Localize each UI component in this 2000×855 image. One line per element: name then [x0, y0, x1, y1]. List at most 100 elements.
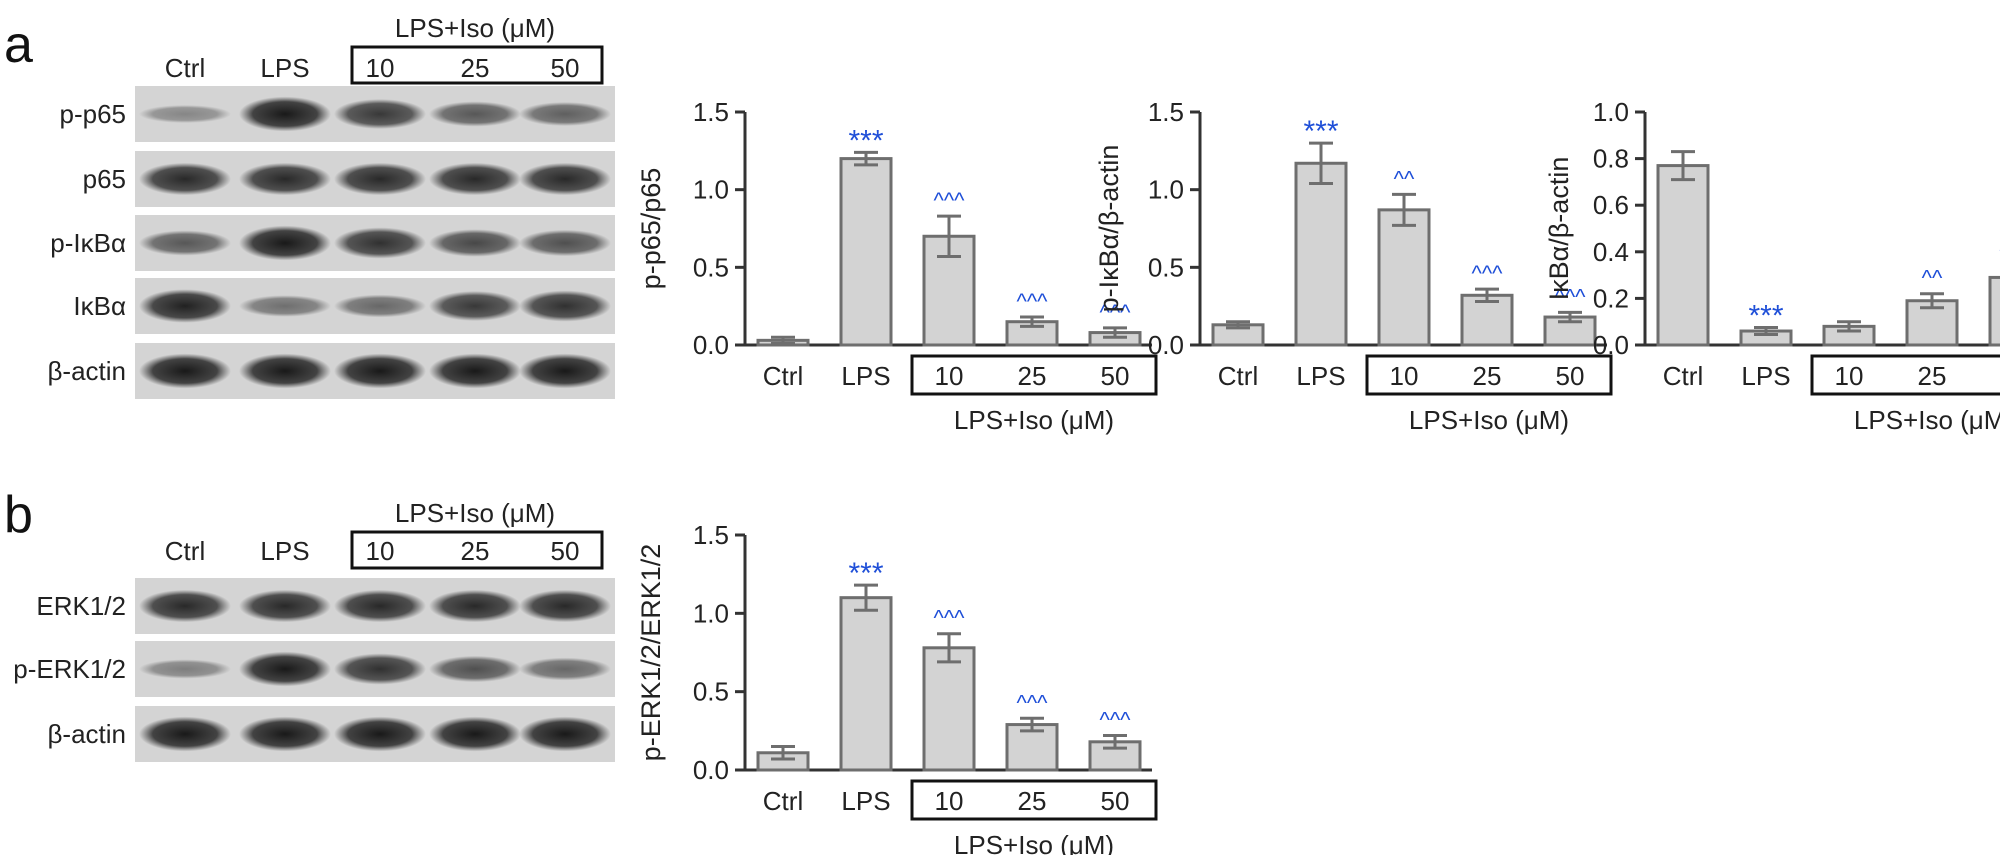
- blot-band: [429, 353, 521, 389]
- significance-marker: ^^: [1922, 266, 1943, 291]
- blot-band: [519, 162, 611, 196]
- bar-chart-1: 0.0 0.5 1.0 1.5 p-p65/p65 Ctrl *** LPS ^^^ 10 ^^^ 2…: [636, 97, 1158, 435]
- blot-band: [429, 589, 521, 623]
- dose-bracket: [910, 779, 1158, 821]
- y-tick-label: 1.0: [1148, 175, 1184, 205]
- dose-bracket: [910, 354, 1158, 396]
- blot-band: [139, 105, 231, 123]
- blot-band: [239, 353, 331, 389]
- blot-row: p-p65: [60, 86, 615, 142]
- y-tick-label: 1.0: [1593, 97, 1629, 127]
- lane-label: 50: [551, 53, 580, 83]
- y-tick-label: 0.5: [1148, 252, 1184, 282]
- bar: [1377, 208, 1431, 347]
- blot-label: β-actin: [47, 356, 126, 386]
- y-tick-label: 1.5: [693, 97, 729, 127]
- blot-row: p-IκBα: [50, 215, 615, 271]
- significance-marker: ***: [1748, 300, 1783, 333]
- panel-letter: a: [4, 16, 33, 74]
- x-tick-label: LPS: [1296, 361, 1345, 391]
- blot-label: p-ERK1/2: [13, 654, 126, 684]
- significance-marker: ^^^: [1555, 284, 1587, 309]
- blot-band: [239, 716, 331, 752]
- blot-row: β-actin: [47, 706, 615, 762]
- blot-band: [239, 96, 331, 132]
- lane-label: 10: [366, 53, 395, 83]
- dose-bracket: [1810, 354, 2000, 396]
- x-tick-label: LPS: [841, 786, 890, 816]
- blot-band: [239, 162, 331, 196]
- blot-panel-b: b LPS+Iso (μM) Ctrl LPS 10 25 50 ERK1/2 p-ERK1/2…: [4, 486, 615, 762]
- blot-panel-a: a LPS+Iso (μM) Ctrl LPS 10 25 50 p-p65 p65 p-IκBα…: [4, 13, 615, 399]
- blot-band: [429, 655, 521, 683]
- blot-band: [139, 162, 231, 196]
- blot-band: [239, 651, 331, 687]
- blot-band: [519, 657, 611, 681]
- significance-marker: ^^^: [1017, 690, 1049, 715]
- x-tick-label: Ctrl: [763, 361, 803, 391]
- blot-row: ERK1/2: [36, 578, 615, 634]
- x-tick-label: 10: [935, 786, 964, 816]
- x-tick-label: LPS: [1741, 361, 1790, 391]
- group-label: LPS+Iso (μM): [1854, 405, 2000, 435]
- blot-label: p-IκBα: [50, 228, 126, 258]
- bar-chart-2: 0.0 0.5 1.0 1.5 p-IκBα/β-actin Ctrl *** LPS ^^ 10…: [1094, 97, 1613, 435]
- significance-marker: ^^^: [934, 188, 966, 213]
- blot-row: IκBα: [73, 278, 615, 334]
- blot-row: β-actin: [47, 343, 615, 399]
- significance-marker: ^^^: [1017, 289, 1049, 314]
- blot-band: [334, 589, 426, 623]
- blot-band: [139, 716, 231, 752]
- x-tick-label: 10: [935, 361, 964, 391]
- panel-letter: b: [4, 486, 33, 544]
- blot-label: p-p65: [60, 99, 127, 129]
- x-tick-label: 50: [1556, 361, 1585, 391]
- blot-band: [429, 229, 521, 257]
- blot-band: [429, 716, 521, 752]
- y-tick-label: 0.0: [1593, 330, 1629, 360]
- lane-label: LPS: [260, 536, 309, 566]
- y-tick-label: 1.5: [693, 520, 729, 550]
- x-tick-label: LPS: [841, 361, 890, 391]
- y-tick-label: 0.0: [1148, 330, 1184, 360]
- blot-band: [139, 289, 231, 323]
- y-axis-label: p-p65/p65: [636, 168, 666, 290]
- treatment-header: LPS+Iso (μM): [395, 498, 555, 528]
- lane-label: 50: [551, 536, 580, 566]
- significance-marker: ^^^: [1472, 261, 1504, 286]
- blot-band: [334, 353, 426, 389]
- x-tick-label: 50: [1101, 786, 1130, 816]
- blot-band: [519, 229, 611, 257]
- blot-band: [519, 716, 611, 752]
- x-tick-label: 10: [1390, 361, 1419, 391]
- x-tick-label: 25: [1018, 361, 1047, 391]
- dose-bracket: [1365, 354, 1613, 396]
- blot-band: [334, 227, 426, 259]
- blot-band: [429, 162, 521, 196]
- y-tick-label: 0.2: [1593, 283, 1629, 313]
- significance-marker: ***: [848, 557, 883, 590]
- y-tick-label: 0.5: [693, 677, 729, 707]
- significance-marker: ^^: [1394, 166, 1415, 191]
- blot-band: [239, 225, 331, 261]
- x-tick-label: 25: [1473, 361, 1502, 391]
- blot-band: [239, 589, 331, 623]
- x-tick-label: 25: [1018, 786, 1047, 816]
- significance-marker: ^^^: [1100, 708, 1132, 733]
- blot-band: [519, 102, 611, 126]
- blot-row: p65: [83, 151, 615, 207]
- group-label: LPS+Iso (μM): [954, 405, 1114, 435]
- blot-band: [334, 162, 426, 196]
- blot-band: [519, 353, 611, 389]
- blot-band: [429, 101, 521, 127]
- y-axis-label: p-ERK1/2/ERK1/2: [636, 544, 666, 762]
- bar-chart-4: 0.0 0.5 1.0 1.5 p-ERK1/2/ERK1/2 Ctrl *** LPS ^^^…: [636, 520, 1158, 855]
- blot-band: [239, 295, 331, 317]
- blot-band: [334, 653, 426, 685]
- y-tick-label: 0.0: [693, 330, 729, 360]
- treatment-bracket: [350, 530, 604, 570]
- bar: [922, 646, 976, 772]
- x-tick-label: 10: [1835, 361, 1864, 391]
- x-tick-label: Ctrl: [763, 786, 803, 816]
